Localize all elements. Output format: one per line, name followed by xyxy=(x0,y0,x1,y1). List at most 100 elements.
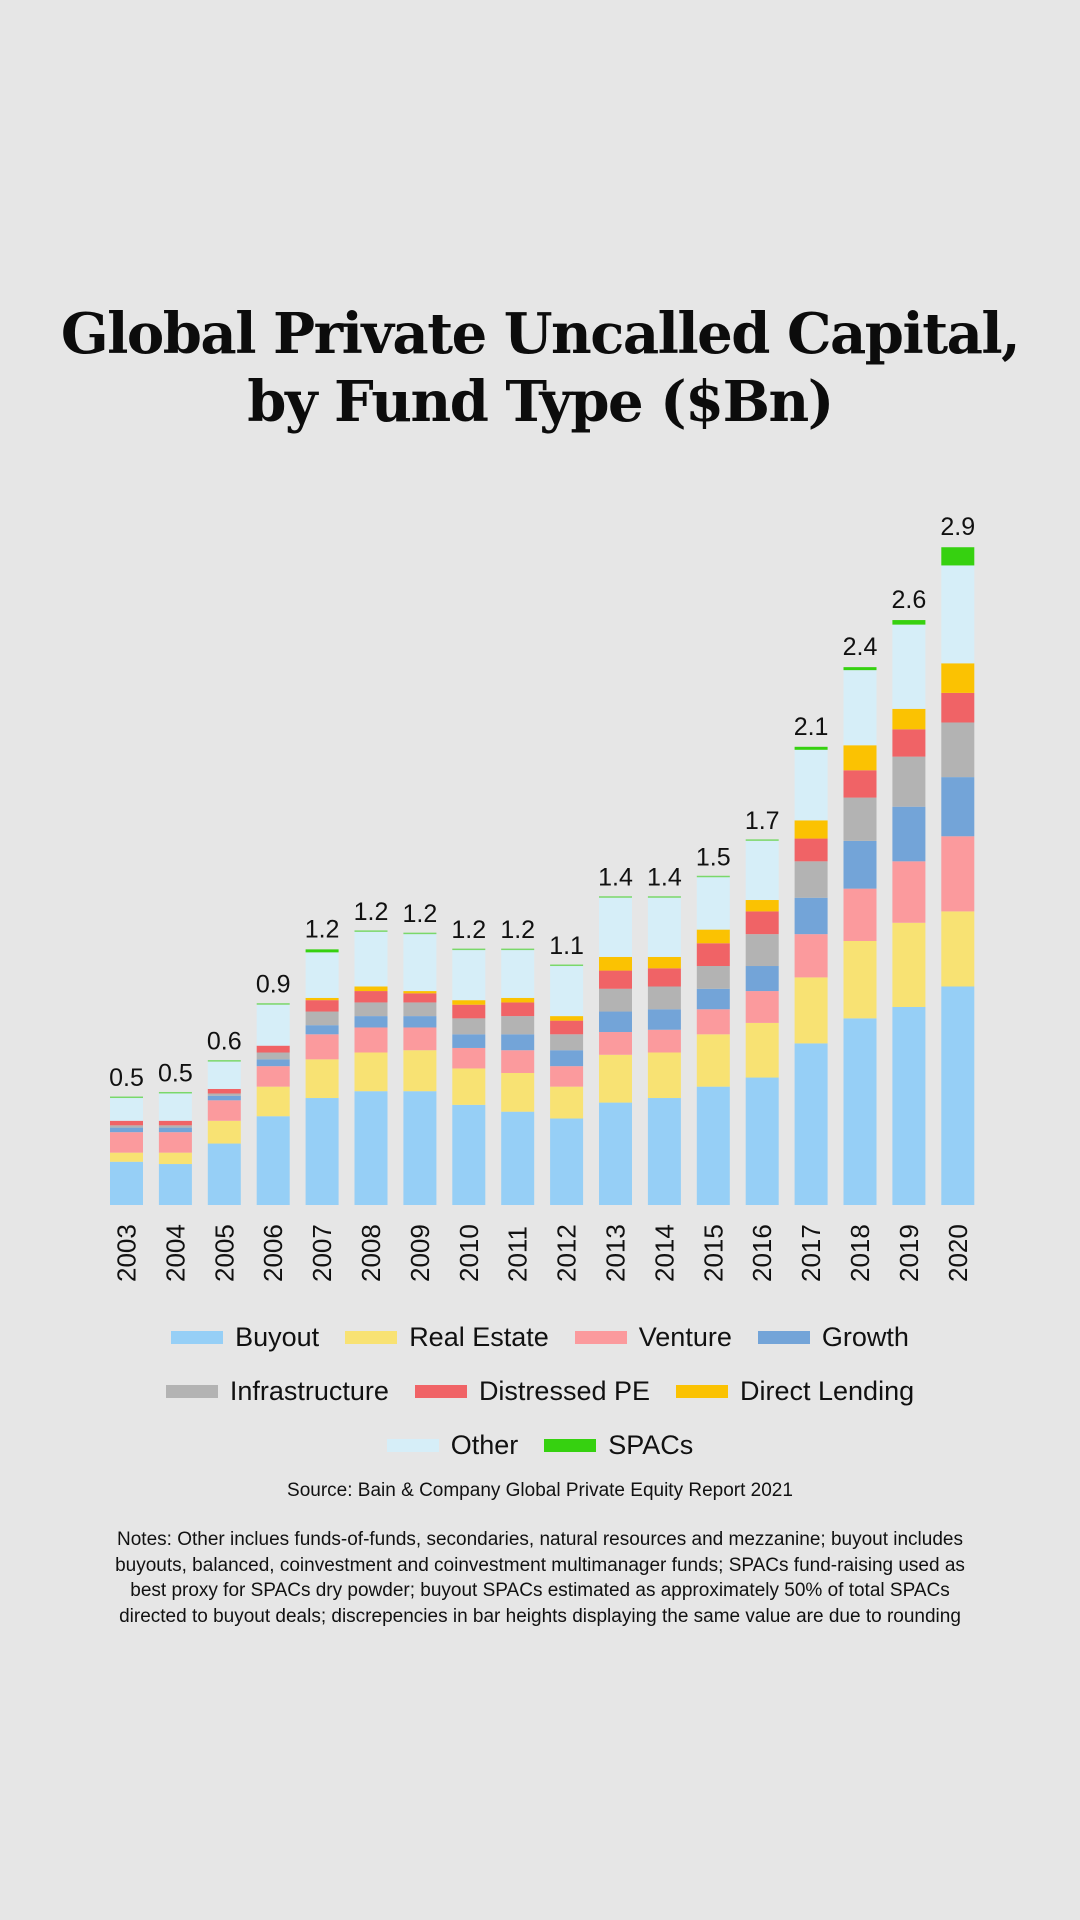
bar-segment-distressed-pe xyxy=(696,943,730,967)
bar-segment-other xyxy=(892,624,926,709)
bar-segment-real-estate xyxy=(452,1068,486,1105)
bar-2011 xyxy=(501,948,535,1205)
bar-segment-distressed-pe xyxy=(403,993,437,1003)
total-label: 0.9 xyxy=(256,971,291,999)
bar-segment-real-estate xyxy=(256,1086,290,1117)
legend-swatch xyxy=(676,1384,728,1398)
bar-segment-real-estate xyxy=(843,940,877,1019)
bar-top-edge xyxy=(207,1060,241,1062)
bar-segment-other xyxy=(696,877,730,930)
bar-segment-growth xyxy=(110,1127,143,1133)
bar-segment-venture xyxy=(354,1027,388,1053)
total-label: 2.9 xyxy=(940,513,975,541)
bar-segment-infrastructure xyxy=(501,1016,535,1035)
bar-segment-distressed-pe xyxy=(892,729,926,757)
bar-2009 xyxy=(403,932,437,1205)
bar-segment-growth xyxy=(354,1016,388,1028)
legend-item-other: Other xyxy=(386,1429,519,1461)
bar-segment-distressed-pe xyxy=(158,1120,192,1126)
legend-item-growth: Growth xyxy=(757,1322,909,1353)
legend-swatch xyxy=(544,1438,597,1452)
bar-top-edge xyxy=(550,964,584,967)
bar-segment-infrastructure xyxy=(843,797,877,841)
bar-segment-direct-lending xyxy=(647,956,681,969)
bar-2018 xyxy=(843,667,877,1205)
bar-segment-direct-lending xyxy=(403,991,437,994)
bar-segment-other xyxy=(158,1093,192,1121)
legend-item-direct-lending: Direct Lending xyxy=(676,1376,914,1407)
x-tick-label: 2013 xyxy=(601,1224,631,1282)
bar-2020 xyxy=(941,547,975,1205)
legend-label: Distressed PE xyxy=(478,1375,650,1406)
bar-top-edge xyxy=(745,839,779,841)
bar-segment-buyout xyxy=(892,1006,926,1205)
bar-segment-distressed-pe xyxy=(941,692,975,723)
bar-segment-direct-lending xyxy=(843,745,877,771)
legend-label: Venture xyxy=(638,1321,732,1352)
bar-segment-growth xyxy=(501,1034,535,1051)
bar-2014 xyxy=(647,896,681,1205)
bar-segment-growth xyxy=(599,1011,632,1033)
source-note: Source: Bain & Company Global Private Eq… xyxy=(287,1480,793,1501)
bar-segment-growth xyxy=(305,1025,339,1035)
x-tick-label: 2009 xyxy=(405,1224,435,1282)
bar-segment-distressed-pe xyxy=(599,970,632,989)
bar-top-edge xyxy=(647,896,681,898)
bar-segment-other xyxy=(941,565,975,664)
bar-segment-direct-lending xyxy=(354,986,388,992)
bar-segment-distressed-pe xyxy=(647,968,681,987)
bar-segment-other xyxy=(843,670,877,746)
legend-label: Infrastructure xyxy=(229,1375,389,1406)
bar-segment-other xyxy=(599,897,632,957)
bar-segment-real-estate xyxy=(207,1120,241,1144)
bar-segment-venture xyxy=(696,1009,730,1035)
bar-segment-other xyxy=(354,931,388,987)
legend-label: Other xyxy=(450,1429,519,1460)
legend-swatch xyxy=(165,1384,218,1398)
bar-segment-other xyxy=(403,934,437,992)
bar-2019 xyxy=(892,620,926,1205)
legend: Buyout Real Estate Venture Growth Infras… xyxy=(0,1310,1080,1472)
legend-item-venture: Venture xyxy=(574,1321,732,1353)
bar-2012 xyxy=(550,964,584,1205)
bar-segment-other xyxy=(110,1098,143,1121)
bar-segment-real-estate xyxy=(892,922,926,1007)
bar-segment-distressed-pe xyxy=(354,991,388,1003)
x-tick-label: 2019 xyxy=(894,1224,924,1282)
bar-segment-buyout xyxy=(452,1104,486,1205)
bar-2005 xyxy=(207,1060,241,1205)
bar-segment-real-estate xyxy=(550,1086,584,1119)
bar-segment-direct-lending xyxy=(599,956,632,971)
bar-segment-direct-lending xyxy=(305,997,339,1001)
total-label: 2.1 xyxy=(794,713,829,741)
bar-2017 xyxy=(794,746,828,1205)
bar-segment-buyout xyxy=(256,1116,290,1205)
bar-segment-direct-lending xyxy=(452,1000,486,1005)
bar-segment-direct-lending xyxy=(892,708,926,730)
legend-item-spacs: SPACs xyxy=(544,1430,693,1461)
bar-segment-other xyxy=(794,749,828,821)
total-label: 1.4 xyxy=(598,864,633,892)
x-tick-label: 2006 xyxy=(258,1224,288,1282)
bar-segment-venture xyxy=(843,888,877,941)
bar-segment-venture xyxy=(256,1066,290,1087)
bar-segment-distressed-pe xyxy=(843,770,877,798)
bar-segment-other xyxy=(207,1061,241,1089)
bar-segment-other xyxy=(305,952,339,998)
bar-segment-real-estate xyxy=(158,1152,192,1165)
bar-segment-venture xyxy=(501,1050,535,1073)
bar-segment-other xyxy=(745,840,779,901)
bar-segment-buyout xyxy=(354,1091,388,1205)
legend-swatch xyxy=(414,1384,467,1398)
bar-segment-real-estate xyxy=(696,1034,730,1087)
bar-segment-infrastructure xyxy=(696,966,730,989)
total-label: 1.2 xyxy=(403,900,438,928)
title-line-2: by Fund Type ($Bn) xyxy=(247,369,834,435)
bar-2003 xyxy=(110,1096,143,1205)
bar-segment-distressed-pe xyxy=(110,1120,143,1126)
x-tick-label: 2016 xyxy=(747,1224,777,1282)
bar-segment-buyout xyxy=(501,1111,535,1205)
total-label: 1.2 xyxy=(354,898,389,926)
bar-segment-buyout xyxy=(647,1098,681,1205)
bar-top-edge xyxy=(110,1096,143,1099)
